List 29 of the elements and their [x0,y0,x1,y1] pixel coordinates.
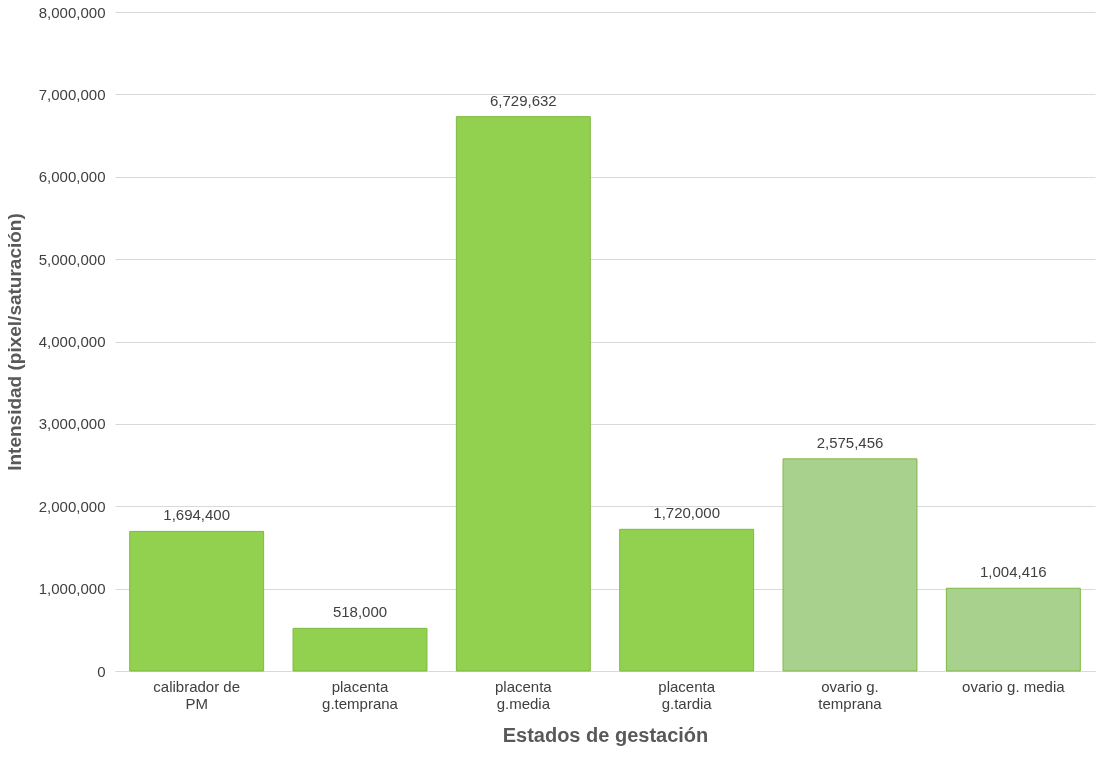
data-label: 1,694,400 [163,506,231,524]
x-axis-title: Estados de gestación [502,723,709,746]
data-label: 518,000 [332,603,388,621]
y-tick-label: 0 [97,662,106,680]
data-label: 6,729,632 [489,91,557,109]
x-tick-label: ovario g. media [962,677,1066,695]
bar [292,627,428,672]
y-tick-label: 5,000,000 [38,250,106,268]
x-tick-label: placenta g.media [494,677,553,712]
bar [945,587,1081,672]
data-label: 1,720,000 [653,504,721,522]
x-tick-label: calibrador de PM [153,677,241,712]
y-tick-label: 3,000,000 [38,415,106,433]
data-label: 2,575,456 [816,433,884,451]
y-tick-label: 4,000,000 [38,333,106,350]
y-tick-label: 1,000,000 [38,580,106,598]
y-tick-label: 8,000,000 [38,3,106,21]
y-axis-title: Intensidad (pixel/saturación) [3,213,25,471]
data-label: 1,004,416 [979,563,1047,581]
bar [129,530,265,672]
y-tick-label: 6,000,000 [38,168,106,186]
bar [782,458,918,672]
x-tick-label: placenta g.temprana [322,677,399,712]
bar [455,116,591,672]
y-tick-label: 7,000,000 [38,85,106,103]
bar [619,528,755,672]
y-tick-label: 2,000,000 [38,497,106,515]
x-tick-label: ovario g. temprana [818,677,883,712]
x-tick-label: placenta g.tardia [658,677,716,712]
